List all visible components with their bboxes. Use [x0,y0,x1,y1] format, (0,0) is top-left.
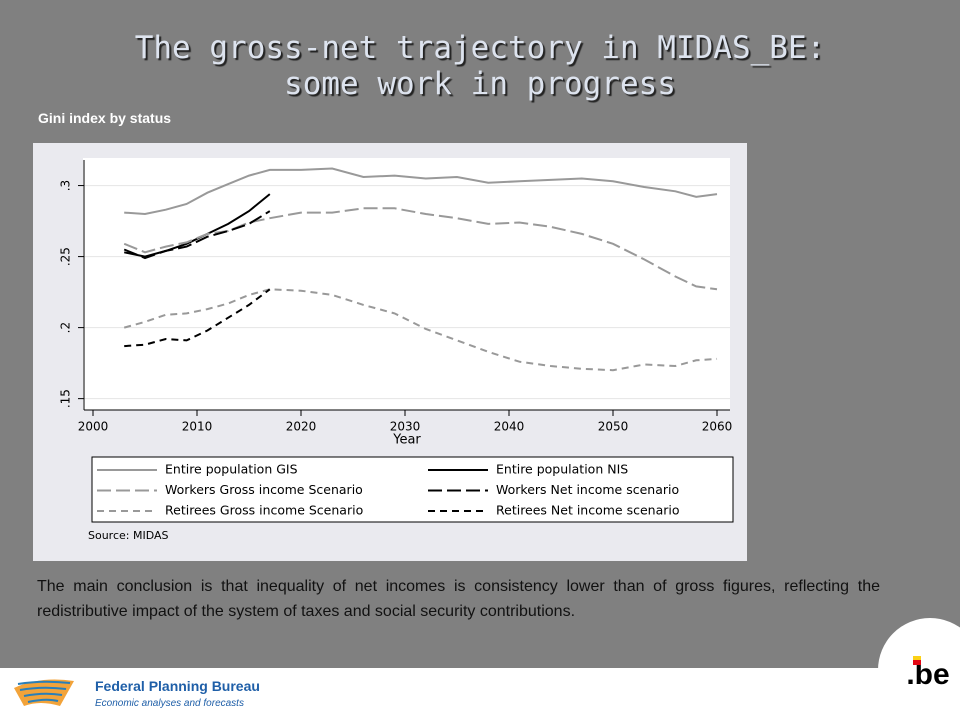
x-tick-label: 2060 [702,420,733,434]
chart-subtitle: Gini index by status [38,110,172,126]
x-tick-label: 2040 [494,420,525,434]
series-line [124,167,718,216]
title-line: some work in progress [284,66,676,102]
x-tick-label: 2030 [390,420,421,434]
y-tick-label: .25 [59,247,73,266]
legend-label: Workers Gross income Scenario [165,482,363,497]
chart-note: Source: MIDAS [88,529,169,542]
body-text: The main conclusion is that inequality o… [37,578,880,620]
series-line [123,210,271,260]
y-tick-label: .15 [59,389,73,408]
plot-area [83,158,730,410]
x-axis-label: Year [392,433,421,448]
slide-title: The gross-net trajectory in MIDAS_BE: so… [0,30,960,102]
legend-box [91,456,734,523]
series-line [123,288,718,372]
title-line: The gross-net trajectory in MIDAS_BE: [134,30,826,66]
x-tick-label: 2010 [182,420,213,434]
y-tick-label: .3 [59,180,73,191]
legend-label: Entire population GIS [165,462,298,477]
x-tick-label: 2000 [78,420,109,434]
legend-label: Retirees Gross income Scenario [165,503,363,518]
legend-label: Workers Net income scenario [496,482,679,497]
legend-label: Entire population NIS [496,462,628,477]
series-line [124,288,271,348]
x-tick-label: 2050 [598,420,629,434]
x-tick-label: 2020 [286,420,317,434]
footer-org: Federal Planning Bureau [95,678,260,694]
footer-tagline: Economic analyses and forecasts [95,698,244,709]
y-tick-label: .2 [59,322,73,333]
series-line [123,207,718,291]
legend-label: Retirees Net income scenario [496,503,680,518]
